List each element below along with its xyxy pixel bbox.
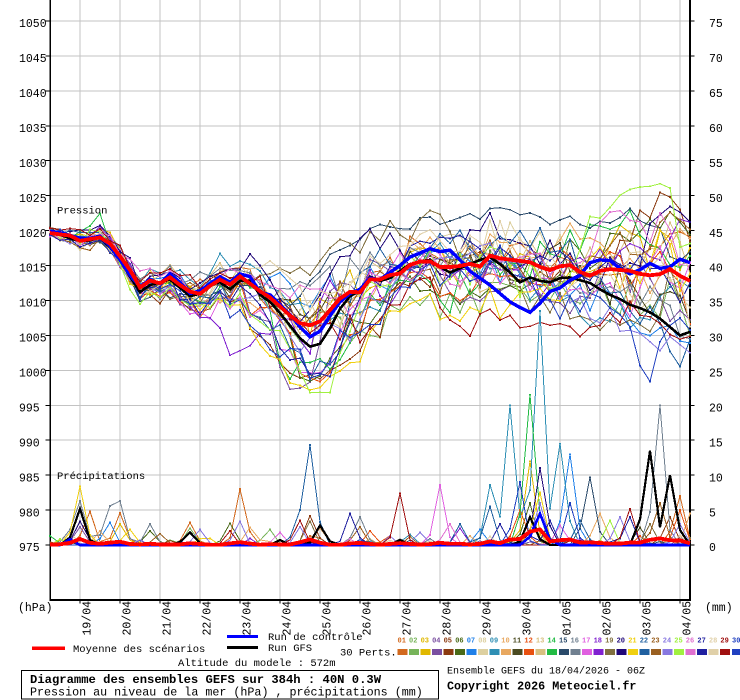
svg-text:23/04: 23/04 xyxy=(242,601,255,636)
svg-text:03: 03 xyxy=(421,638,429,646)
svg-text:29/04: 29/04 xyxy=(482,601,495,636)
svg-text:27/04: 27/04 xyxy=(402,601,415,636)
svg-text:24/04: 24/04 xyxy=(282,601,295,636)
svg-text:1050: 1050 xyxy=(19,18,47,31)
svg-text:07: 07 xyxy=(467,638,475,646)
svg-text:25: 25 xyxy=(674,638,682,646)
svg-text:50: 50 xyxy=(709,193,723,206)
svg-text:26: 26 xyxy=(686,638,694,646)
svg-text:1010: 1010 xyxy=(19,298,47,311)
svg-text:(mm): (mm) xyxy=(705,602,733,615)
svg-text:30/04: 30/04 xyxy=(522,601,535,636)
svg-text:16: 16 xyxy=(571,638,579,646)
svg-text:20: 20 xyxy=(709,403,723,416)
svg-text:20/04: 20/04 xyxy=(122,601,135,636)
svg-text:Précipitations: Précipitations xyxy=(57,471,145,483)
svg-text:23: 23 xyxy=(651,638,659,646)
svg-text:10: 10 xyxy=(709,472,723,485)
svg-text:03/05: 03/05 xyxy=(642,601,655,636)
svg-text:24: 24 xyxy=(663,638,671,646)
svg-text:35: 35 xyxy=(709,298,723,311)
svg-text:01/05: 01/05 xyxy=(562,601,575,636)
svg-text:27: 27 xyxy=(697,638,705,646)
svg-text:22/04: 22/04 xyxy=(202,601,215,636)
svg-text:08: 08 xyxy=(478,638,486,646)
svg-text:Pression: Pression xyxy=(57,206,107,218)
svg-text:14: 14 xyxy=(547,638,555,646)
svg-text:19/04: 19/04 xyxy=(82,601,95,636)
svg-text:975: 975 xyxy=(19,542,40,555)
svg-text:26/04: 26/04 xyxy=(362,601,375,636)
svg-text:13: 13 xyxy=(536,638,544,646)
svg-text:25/04: 25/04 xyxy=(322,601,335,636)
svg-text:1020: 1020 xyxy=(19,228,47,241)
svg-text:06: 06 xyxy=(455,638,463,646)
svg-text:12: 12 xyxy=(524,638,532,646)
svg-text:05: 05 xyxy=(444,638,452,646)
svg-text:Diagramme des ensembles GEFS s: Diagramme des ensembles GEFS sur 384h : … xyxy=(30,673,382,687)
svg-text:60: 60 xyxy=(709,123,723,136)
svg-text:02: 02 xyxy=(409,638,417,646)
svg-text:1005: 1005 xyxy=(19,333,47,346)
svg-text:70: 70 xyxy=(709,53,723,66)
svg-text:1040: 1040 xyxy=(19,88,47,101)
svg-text:65: 65 xyxy=(709,88,723,101)
svg-text:55: 55 xyxy=(709,158,723,171)
svg-text:1000: 1000 xyxy=(19,368,47,381)
svg-text:11: 11 xyxy=(513,638,521,646)
svg-text:980: 980 xyxy=(19,507,40,520)
svg-text:45: 45 xyxy=(709,228,723,241)
svg-text:29: 29 xyxy=(720,638,728,646)
svg-text:28/04: 28/04 xyxy=(442,601,455,636)
svg-text:1025: 1025 xyxy=(19,193,47,206)
svg-text:Moyenne des scénarios: Moyenne des scénarios xyxy=(73,644,205,656)
svg-text:Altitude du modele : 572m: Altitude du modele : 572m xyxy=(178,658,336,670)
svg-text:Copyright 2026 Meteociel.fr: Copyright 2026 Meteociel.fr xyxy=(447,680,636,694)
svg-text:21: 21 xyxy=(628,638,636,646)
svg-text:0: 0 xyxy=(709,542,716,555)
svg-text:04: 04 xyxy=(432,638,440,646)
svg-text:09: 09 xyxy=(490,638,498,646)
svg-text:10: 10 xyxy=(501,638,509,646)
svg-text:22: 22 xyxy=(640,638,648,646)
svg-text:Ensemble GEFS du 18/04/2026 -: Ensemble GEFS du 18/04/2026 - 06Z xyxy=(447,666,645,678)
svg-text:75: 75 xyxy=(709,18,723,31)
svg-text:21/04: 21/04 xyxy=(162,601,175,636)
svg-text:01: 01 xyxy=(398,638,406,646)
svg-text:25: 25 xyxy=(709,368,723,381)
svg-text:(hPa): (hPa) xyxy=(18,602,53,615)
svg-text:Pression au niveau de la mer (: Pression au niveau de la mer (hPa) , pré… xyxy=(30,686,423,700)
svg-text:17: 17 xyxy=(582,638,590,646)
svg-text:02/05: 02/05 xyxy=(602,601,615,636)
svg-text:1030: 1030 xyxy=(19,158,47,171)
svg-text:28: 28 xyxy=(709,638,717,646)
svg-text:985: 985 xyxy=(19,472,40,485)
svg-text:30: 30 xyxy=(709,333,723,346)
svg-text:995: 995 xyxy=(19,403,40,416)
svg-text:30 Perts.: 30 Perts. xyxy=(340,648,397,660)
svg-text:40: 40 xyxy=(709,263,723,276)
svg-text:15: 15 xyxy=(709,437,723,450)
svg-text:5: 5 xyxy=(709,507,716,520)
svg-text:Run GFS: Run GFS xyxy=(268,643,312,655)
svg-text:18: 18 xyxy=(594,638,602,646)
svg-text:20: 20 xyxy=(617,638,625,646)
svg-text:990: 990 xyxy=(19,437,40,450)
svg-text:1035: 1035 xyxy=(19,123,47,136)
svg-text:04/05: 04/05 xyxy=(682,601,695,636)
svg-text:15: 15 xyxy=(559,638,567,646)
svg-text:1045: 1045 xyxy=(19,53,47,66)
svg-text:Run de contrôle: Run de contrôle xyxy=(268,632,363,644)
svg-text:30: 30 xyxy=(732,638,740,646)
svg-text:19: 19 xyxy=(605,638,613,646)
svg-text:1015: 1015 xyxy=(19,263,47,276)
